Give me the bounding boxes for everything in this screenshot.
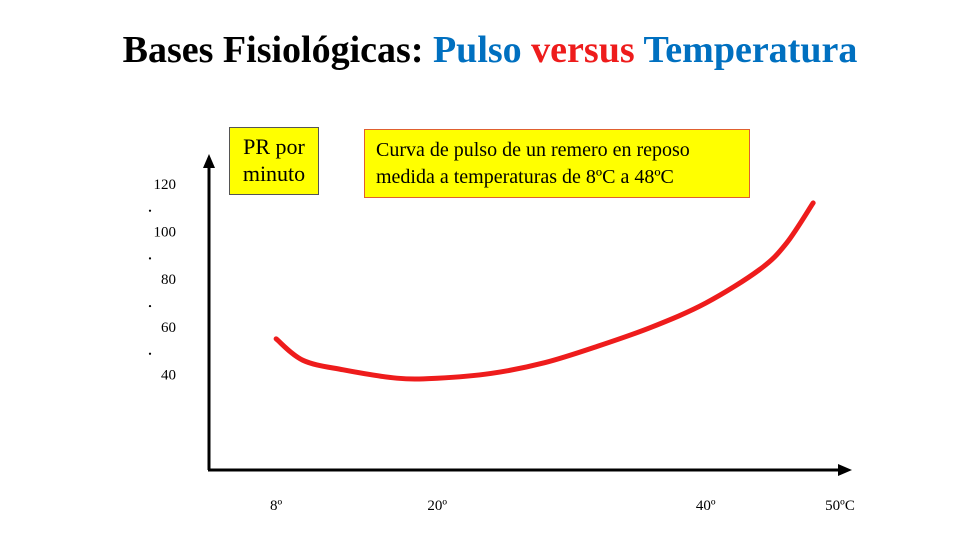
x-axis-arrowhead — [838, 464, 852, 476]
slide-title: Bases Fisiológicas: Pulso versus Tempera… — [0, 28, 980, 72]
y-axis-arrowhead — [203, 154, 215, 168]
y-tick-dot — [148, 257, 152, 260]
y-tick-label: 40 — [161, 368, 176, 384]
y-tick-label: 100 — [154, 225, 177, 241]
y-tick-dot — [148, 304, 152, 308]
annotation-line-1: Curva de pulso de un remero en reposo — [376, 139, 690, 161]
x-tick-label: 20º — [427, 498, 447, 514]
y-tick-dot — [148, 352, 152, 355]
y-axis-label-line-2: minuto — [242, 161, 306, 186]
title-part-versus: versus — [531, 29, 635, 71]
y-axis-label-box: PR por minuto — [229, 127, 319, 195]
x-tick-label: 50ºC — [825, 498, 855, 514]
title-part-pulso: Pulso — [432, 29, 532, 71]
title-part-bases: Bases Fisiológicas: — [122, 29, 433, 71]
y-tick-label: 80 — [161, 272, 176, 288]
y-tick-dot — [148, 209, 152, 212]
annotation-line-2: medida a temperaturas de 8ºC a 48ºC — [376, 166, 674, 188]
y-tick-label: 120 — [154, 177, 177, 193]
y-axis-label-line-1: PR por — [243, 134, 305, 159]
title-part-temperatura: Temperatura — [634, 29, 858, 71]
pulse-curve — [273, 200, 816, 382]
y-tick-label: 60 — [161, 320, 176, 336]
x-tick-label: 8º — [270, 498, 283, 514]
annotation-box: Curva de pulso de un remero en reposo me… — [364, 129, 750, 198]
x-tick-label: 40º — [696, 498, 716, 514]
